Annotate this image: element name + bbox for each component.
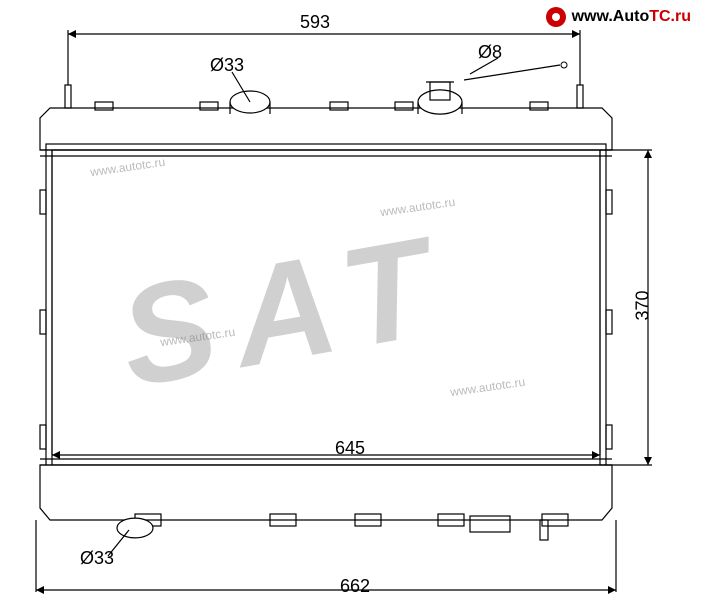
drawing-svg — [0, 0, 701, 600]
logo-text-red: TC.ru — [649, 8, 691, 25]
logo-text-black: www.Auto — [572, 8, 650, 25]
logo-icon — [545, 6, 567, 28]
dim-top-width: 593 — [300, 12, 330, 33]
dim-port-left: Ø33 — [210, 55, 244, 76]
dim-core-width: 645 — [335, 438, 365, 459]
dim-bottom-port: Ø33 — [80, 548, 114, 569]
dim-core-height: 370 — [633, 290, 654, 320]
dim-port-right: Ø8 — [478, 42, 502, 63]
site-logo: www.AutoTC.ru — [545, 6, 691, 28]
technical-drawing: 593 Ø33 Ø8 645 370 Ø33 662 SAT www.autot… — [0, 0, 701, 600]
dim-overall-width: 662 — [340, 576, 370, 597]
